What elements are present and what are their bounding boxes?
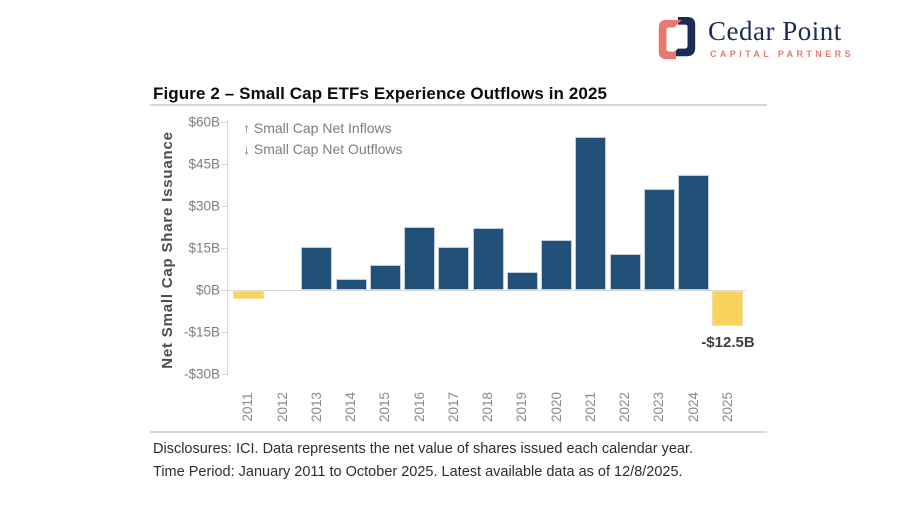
bar-2011 — [232, 291, 264, 300]
x-tick-label-2024: 2024 — [685, 391, 701, 423]
y-tick-label: -$15B — [183, 324, 220, 340]
zero-baseline — [228, 290, 746, 291]
x-tick-label-2021: 2021 — [582, 391, 598, 423]
bar-2024 — [678, 175, 710, 290]
bar-2017 — [438, 246, 470, 290]
x-tick-label-2016: 2016 — [411, 391, 427, 423]
bar-2018 — [472, 228, 504, 290]
y-tick-mark — [221, 332, 228, 333]
x-tick-label-2012: 2012 — [274, 391, 290, 423]
x-tick-label-2023: 2023 — [651, 391, 667, 423]
y-tick-label: $0B — [195, 282, 220, 298]
bar-2013 — [301, 246, 333, 290]
footer-divider — [150, 431, 767, 433]
legend-item-outflows: ↓ Small Cap Net Outflows — [243, 141, 403, 157]
bar-2021 — [575, 137, 607, 290]
x-tick-label-2018: 2018 — [480, 391, 496, 423]
bar-2019 — [506, 271, 538, 290]
logo-company-subtitle: CAPITAL PARTNERS — [710, 49, 854, 59]
disclosure-line-1: Disclosures: ICI. Data represents the ne… — [153, 441, 694, 457]
logo-company-name: Cedar Point — [708, 16, 842, 46]
y-tick-mark — [221, 164, 228, 165]
y-tick-mark — [221, 206, 228, 207]
x-tick-label-2022: 2022 — [617, 391, 633, 423]
logo-mark-icon — [658, 16, 696, 60]
x-tick-label-2017: 2017 — [445, 391, 461, 423]
bar-2015 — [369, 264, 401, 290]
y-tick-mark — [221, 290, 228, 291]
y-tick-mark — [221, 248, 228, 249]
x-tick-label-2020: 2020 — [548, 391, 564, 423]
bar-2016 — [404, 227, 436, 290]
chart-legend: ↑ Small Cap Net Inflows ↓ Small Cap Net … — [243, 118, 403, 160]
disclosure-line-2: Time Period: January 2011 to October 202… — [153, 463, 683, 480]
y-tick-mark — [221, 374, 228, 375]
figure-title: Figure 2 – Small Cap ETFs Experience Out… — [153, 84, 608, 103]
legend-item-inflows: ↑ Small Cap Net Inflows — [243, 120, 392, 136]
y-tick-label: $60B — [188, 114, 220, 130]
y-tick-label: -$30B — [183, 366, 220, 382]
title-divider — [150, 104, 767, 106]
x-tick-label-2013: 2013 — [308, 391, 324, 423]
bar-2022 — [609, 253, 641, 290]
x-tick-label-2011: 2011 — [240, 392, 256, 422]
y-tick-mark — [221, 122, 228, 123]
bar-2023 — [643, 189, 675, 290]
bar-2020 — [541, 239, 573, 290]
bar-2025 — [712, 291, 744, 326]
x-tick-label-2025: 2025 — [719, 391, 735, 423]
disclosure-text: Disclosures: ICI. Data represents the ne… — [153, 438, 693, 483]
y-tick-label: $15B — [188, 240, 220, 256]
y-tick-label: $30B — [188, 198, 220, 214]
x-tick-label-2019: 2019 — [514, 391, 530, 423]
bar-2014 — [335, 278, 367, 290]
bar-value-label-2025: -$12.5B — [701, 334, 755, 351]
y-tick-label: $45B — [188, 156, 220, 172]
x-tick-label-2014: 2014 — [343, 391, 359, 423]
company-logo: Cedar Point CAPITAL PARTNERS — [654, 14, 880, 66]
x-tick-label-2015: 2015 — [377, 391, 393, 423]
